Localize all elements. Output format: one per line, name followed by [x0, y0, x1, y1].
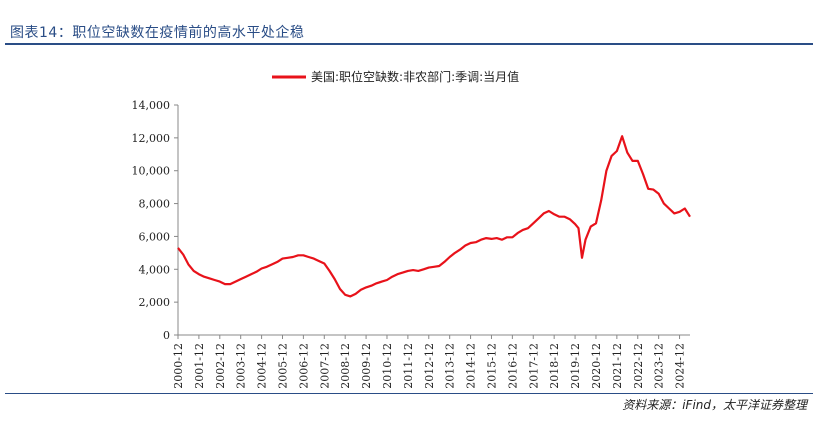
x-axis: 2000-12 2001-12 2002-12 2003-12 2004-12 2005-… — [172, 334, 690, 389]
series-line — [177, 135, 691, 298]
plot-area — [177, 135, 691, 298]
y-axis: 0 2,000 4,000 6,000 8,000 10,000 12,000 14,000 — [132, 99, 179, 342]
x-tick-label: 2023-12 — [653, 343, 666, 389]
x-tick-label: 2019-12 — [569, 343, 582, 389]
x-tick-label: 2024-12 — [674, 343, 687, 389]
x-tick-label: 2007-12 — [318, 343, 331, 389]
x-tick-label: 2012-12 — [423, 343, 436, 389]
x-tick-label: 2014-12 — [465, 343, 478, 389]
x-tick-label: 2018-12 — [548, 343, 561, 389]
x-tick-label: 2008-12 — [339, 343, 352, 389]
footer-divider — [5, 393, 813, 394]
figure-title: 图表14：职位空缺数在疫情前的高水平处企稳 — [10, 25, 305, 41]
x-tick-label: 2010-12 — [381, 343, 394, 389]
y-tick-label: 8,000 — [139, 198, 171, 211]
legend: 美国:职位空缺数:非农部门:季调:当月值 — [272, 69, 519, 84]
x-tick-label: 2013-12 — [444, 343, 457, 389]
y-tick-label: 0 — [163, 329, 170, 342]
source-note: 资料来源：iFind，太平洋证券整理 — [622, 398, 807, 412]
x-tick-label: 2021-12 — [611, 343, 624, 389]
legend-label: 美国:职位空缺数:非农部门:季调:当月值 — [311, 69, 519, 84]
y-tick-label: 2,000 — [139, 296, 171, 309]
x-tick-label: 2017-12 — [527, 343, 540, 389]
x-tick-label: 2004-12 — [256, 343, 269, 389]
x-tick-label: 2009-12 — [360, 343, 373, 389]
x-tick-label: 2006-12 — [297, 343, 310, 389]
y-tick-label: 14,000 — [132, 99, 171, 112]
x-tick-label: 2003-12 — [235, 343, 248, 389]
x-tick-label: 2000-12 — [172, 343, 185, 389]
x-tick-label: 2016-12 — [506, 343, 519, 389]
x-tick-label: 2022-12 — [632, 343, 645, 389]
y-tick-label: 12,000 — [132, 132, 171, 145]
x-tick-label: 2005-12 — [276, 343, 289, 389]
x-tick-label: 2002-12 — [214, 343, 227, 389]
y-tick-label: 10,000 — [132, 165, 171, 178]
x-tick-label: 2020-12 — [590, 343, 603, 389]
x-tick-label: 2001-12 — [193, 343, 206, 389]
x-tick-label: 2015-12 — [485, 343, 498, 389]
title-divider — [5, 43, 813, 45]
y-tick-label: 6,000 — [139, 230, 171, 243]
y-tick-label: 4,000 — [139, 263, 171, 276]
x-tick-label: 2011-12 — [402, 343, 415, 389]
